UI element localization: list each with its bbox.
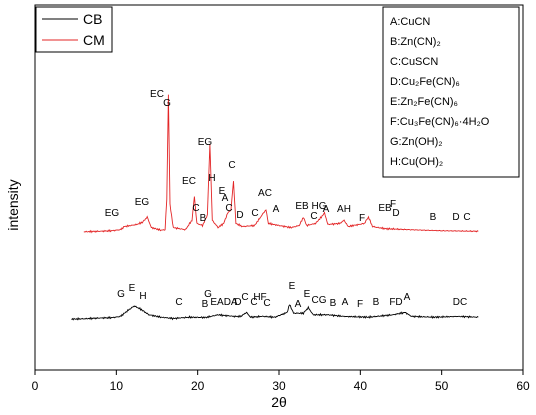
peak-label-cb: DC [453,297,467,308]
phase-key: A:CuCN B:Zn(CN)₂ C:CuSCN D:Cu₂Fe(CN)₆ E:Zn₂F… [382,6,520,178]
peak-label-cb: G [204,289,212,300]
x-tick-label: 0 [32,379,39,393]
peak-label-cm: A [273,204,280,215]
peak-label-cb: EADA [210,297,238,308]
peak-label-cm: B [200,213,207,224]
peak-label-cm: EG [135,197,150,208]
peak-label-cm: EG [105,208,120,219]
peak-label-cb: B [373,297,380,308]
peak-label-cm: A [222,193,229,204]
x-axis: 0 10 20 30 40 50 60 [32,370,530,393]
peak-label-cm: EC [182,176,196,187]
key-entry-g: G:Zn(OH)₂ [390,136,443,148]
peak-label-cm: D [452,212,459,223]
peak-label-cm: C [463,212,470,223]
peak-label-cb: C [263,298,270,309]
legend: CB CM [35,6,113,53]
key-entry-f: F:Cu₃Fe(CN)₆·4H₂O [390,116,490,128]
peak-label-cb: G [117,289,125,300]
y-axis-title: intensity [5,179,21,230]
peak-label-cb: FD [389,297,402,308]
peak-label-cb: A [342,297,349,308]
peak-label-cb: HF [253,292,266,303]
peak-label-cm: EG [198,137,213,148]
series-layer [71,94,479,321]
peak-label-cb: C [241,292,248,303]
peak-label-cm: C [251,208,258,219]
peak-label-cb: D [234,297,241,308]
peak-label-cb: F [357,299,363,310]
phase-key-frame [382,6,520,178]
peak-label-cm: C [228,160,235,171]
peak-label-cm: B [430,212,437,223]
x-tick-label: 10 [110,379,124,393]
peak-label-cb: CG [312,295,327,306]
x-tick-label: 40 [354,379,368,393]
peak-label-cb: C [175,297,182,308]
legend-cb-label: CB [83,11,102,27]
x-tick-label: 20 [191,379,205,393]
peak-label-cm: A [323,204,330,215]
x-axis-title: 2θ [271,394,287,410]
peak-label-cm: C [192,203,199,214]
x-tick-label: 30 [272,379,286,393]
peak-label-cm: F [390,199,396,210]
peak-label-cm: C [225,203,232,214]
peak-label-cb: E [289,281,296,292]
peak-label-cm: D [392,208,399,219]
legend-frame [35,6,113,53]
peak-label-cm: EC [150,89,164,100]
peak-label-cm: F [359,213,365,224]
peak-label-cm: G [163,98,171,109]
peak-label-cm: HG [312,201,327,212]
peak-label-cb: A [404,292,411,303]
peak-label-cm: H [208,173,215,184]
peak-label-cm: D [236,210,243,221]
peak-label-cm: EB [378,203,392,214]
peak-label-cm: C [310,211,317,222]
peak-label-cb: B [202,299,209,310]
peak-label-cb: C [250,297,257,308]
key-entry-a: A:CuCN [390,16,430,28]
peak-label-cb: H [139,291,146,302]
key-entry-e: E:Zn₂Fe(CN)₆ [390,96,458,108]
peak-label-cb: A [295,299,302,310]
x-tick-label: 60 [516,379,530,393]
key-entry-d: D:Cu₂Fe(CN)₆ [390,76,460,88]
peak-label-cm: E [219,186,226,197]
series-line-cm [83,94,479,234]
key-entry-h: H:Cu(OH)₂ [390,156,443,168]
key-entry-b: B:Zn(CN)₂ [390,36,441,48]
peak-label-cb: E [304,289,311,300]
peak-label-cm: AH [337,204,351,215]
series-line-cb [71,304,479,321]
peak-label-cm: EB [295,201,309,212]
peak-label-cb: E [129,283,136,294]
legend-cm-label: CM [83,32,105,48]
x-tick-label: 50 [435,379,449,393]
peak-label-cm: AC [258,188,272,199]
key-entry-c: C:CuSCN [390,56,438,68]
peak-label-cb: B [330,298,337,309]
